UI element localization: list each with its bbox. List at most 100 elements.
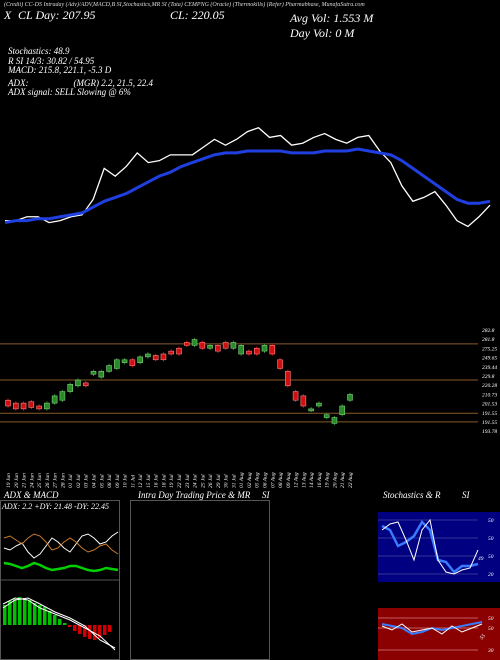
stoch-title: Stochastics & R (383, 490, 441, 500)
macd-bar (28, 600, 32, 625)
candle (300, 395, 307, 407)
macd-bar (3, 605, 7, 625)
macd-bar (63, 623, 67, 625)
macd-bar (43, 607, 47, 625)
candle (199, 342, 206, 349)
x-tag: X (4, 8, 12, 22)
date-label: 31 Jul (231, 474, 237, 489)
intraday-panel (130, 500, 270, 660)
stoch-k-line (381, 518, 479, 575)
candle (230, 342, 237, 349)
info-adx: ADX: (MGR) 2.2, 21.5, 22.4 (8, 78, 153, 88)
date-label: 19 Aug (325, 472, 331, 488)
candle (207, 345, 213, 349)
date-label: 29 Jul (216, 474, 222, 488)
date-label: 02 Jul (76, 474, 82, 488)
macd-bar (38, 605, 42, 625)
candle (44, 402, 50, 410)
candle (191, 339, 198, 346)
macd-bar (78, 625, 82, 634)
intraday-title: Intra Day Trading Price & MR (138, 490, 251, 500)
candle (106, 365, 112, 372)
candle (238, 345, 244, 355)
stoch-tick: 50 (488, 536, 494, 542)
date-label: 22 Aug (348, 472, 354, 488)
price-axis-label: 275.25 (482, 346, 497, 352)
candle (114, 359, 120, 369)
candle (5, 399, 11, 407)
cl-left: CL Day: 207.95 (18, 8, 96, 22)
date-label: 24 Jun (28, 473, 35, 488)
date-label: 12 Jul (138, 474, 144, 488)
rsi-line (381, 623, 483, 635)
price-line (5, 127, 491, 228)
candle (269, 345, 276, 355)
candle (246, 350, 252, 355)
candle (51, 395, 58, 404)
date-label: 19 Jul (169, 474, 175, 488)
date-label: 08 Jul (107, 474, 113, 488)
macd-bar (68, 625, 72, 627)
price-axis-label: 220.28 (482, 383, 497, 389)
candle (331, 417, 338, 424)
date-label: 24 Jul (192, 474, 199, 488)
price-axis-label: 249.65 (482, 355, 497, 362)
date-label: 21 Jun (22, 473, 28, 488)
date-label: 06 Aug (263, 472, 269, 488)
date-label: 15 Jul (146, 474, 152, 488)
candle (82, 382, 89, 387)
candle (323, 414, 330, 418)
header-top-line: (Credit) CC-DS Intraday (Adv)/ADV,MACD,B… (4, 2, 365, 8)
macd-bar (8, 601, 12, 625)
date-label: 26 Jul (208, 474, 214, 488)
date-label: 01 Jul (68, 474, 74, 488)
macd-bar (83, 625, 87, 637)
macd-bar (103, 625, 107, 635)
date-label: 04 Jul (91, 474, 98, 488)
candle (59, 391, 66, 401)
macd-bar (53, 615, 57, 625)
macd-line (2, 597, 116, 649)
date-label: 11 Jul (130, 474, 136, 488)
candle (90, 371, 97, 375)
macd-bar (48, 611, 52, 625)
macd-bar (13, 599, 17, 625)
macd-bar (33, 603, 37, 625)
date-label: 22 Jul (177, 474, 183, 488)
price-axis-label: 191.55 (482, 411, 497, 417)
candle (36, 405, 42, 410)
candle (121, 359, 128, 363)
date-label: 28 Jun (60, 473, 66, 488)
candle (316, 402, 322, 407)
stoch-tick: 50 (488, 554, 494, 560)
cl-center: CL: 220.05 (170, 8, 225, 22)
stoch-tick: 50 (488, 518, 494, 524)
candle (28, 401, 35, 408)
rsi-value-label: 55 (479, 633, 487, 641)
date-label: 14 Aug (308, 472, 315, 488)
adx-macd-panel (0, 500, 120, 660)
intraday-si: SI (262, 490, 270, 500)
candle (347, 394, 353, 401)
candle (20, 402, 27, 410)
rsi-tick: 30 (487, 648, 494, 654)
candle (215, 345, 221, 352)
macd-bar (73, 625, 77, 631)
info-adx-signal: ADX signal: SELL Slowing @ 6% (8, 87, 131, 97)
date-label: 16 Jul (154, 474, 160, 488)
date-label: 25 Jun (37, 473, 43, 488)
candle (152, 355, 159, 361)
macd-bar (98, 625, 102, 638)
date-label: 19 Jun (6, 473, 12, 488)
adx-title: ADX & MACD (4, 490, 59, 500)
macd-bar (58, 619, 62, 625)
info-macd: MACD: 215.8, 221.1, -5.3 D (8, 65, 112, 75)
candle (129, 359, 136, 366)
date-label: 26 Jun (45, 473, 51, 488)
stoch-d-line (381, 519, 479, 574)
candle (222, 342, 229, 349)
price-axis-label: 210.73 (482, 392, 497, 398)
candle (75, 379, 81, 387)
price-axis-label: 201.53 (482, 402, 497, 408)
candle (67, 384, 73, 392)
